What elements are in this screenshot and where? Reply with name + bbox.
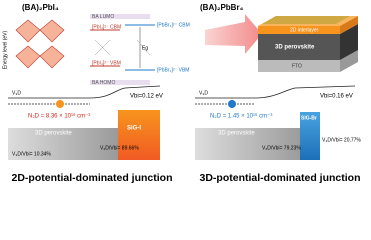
title: (BA)₂PbBr₄ <box>200 3 244 12</box>
label: N₂D = 8.36 × 10¹⁶ cm⁻³ <box>28 113 90 120</box>
title: (BA)₂PbI₄ <box>22 3 59 12</box>
figure: (BA)₂PbI₄ Energy level (eV) BA LUMO BA H… <box>2 3 361 184</box>
label: BA LUMO <box>92 14 114 20</box>
label: FTO <box>292 63 302 69</box>
label: [PbI₄]²⁻ VBM <box>92 60 121 66</box>
label: V₃D <box>12 90 21 96</box>
bulk <box>195 128 305 160</box>
label: 3D perovskite <box>218 131 255 137</box>
label: SiG-I <box>127 126 141 132</box>
band-diagram <box>195 85 356 105</box>
label: [PbI₄]²⁻ CBM <box>92 24 121 30</box>
bulk <box>8 128 120 160</box>
caption: 2D-potential-dominated junction <box>12 172 173 184</box>
label: 2D interlayer <box>290 27 319 33</box>
label: [PbBr₄]²⁻ CBM <box>157 22 190 28</box>
device <box>258 16 358 72</box>
caption: 3D-potential-dominated junction <box>200 172 361 184</box>
label: N₂D = 1.45 × 10¹⁶ cm⁻³ <box>210 113 272 120</box>
label: Vbi=0.12 eV <box>130 94 163 100</box>
interlayer <box>300 112 320 160</box>
label: SIG-Br <box>301 115 317 121</box>
octahedra <box>15 19 65 69</box>
carrier <box>56 100 64 108</box>
energy-levels <box>90 14 155 85</box>
label: Eg <box>142 45 148 51</box>
label: V₂D/Vbi= 79.23% <box>262 145 301 151</box>
label: V₃D/Vbi= 10.34% <box>12 151 51 157</box>
arrow <box>205 14 262 54</box>
label: 3D perovskite <box>275 45 315 51</box>
axis-label: Energy level (eV) <box>2 30 8 69</box>
interlayer <box>118 110 160 160</box>
label: [PbBr₄]²⁻ VBM <box>157 67 189 73</box>
label: Vbi=0.16 eV <box>320 94 353 100</box>
carrier <box>228 100 236 108</box>
label: BA HOMO <box>92 80 115 86</box>
label: 3D perovskite <box>35 131 72 137</box>
label: V₂D/Vbi= 89.66% <box>100 145 139 151</box>
band-diagram <box>8 85 161 105</box>
label: V₃D/Vbi= 20.77% <box>322 137 361 143</box>
label: V₃D <box>199 90 208 96</box>
